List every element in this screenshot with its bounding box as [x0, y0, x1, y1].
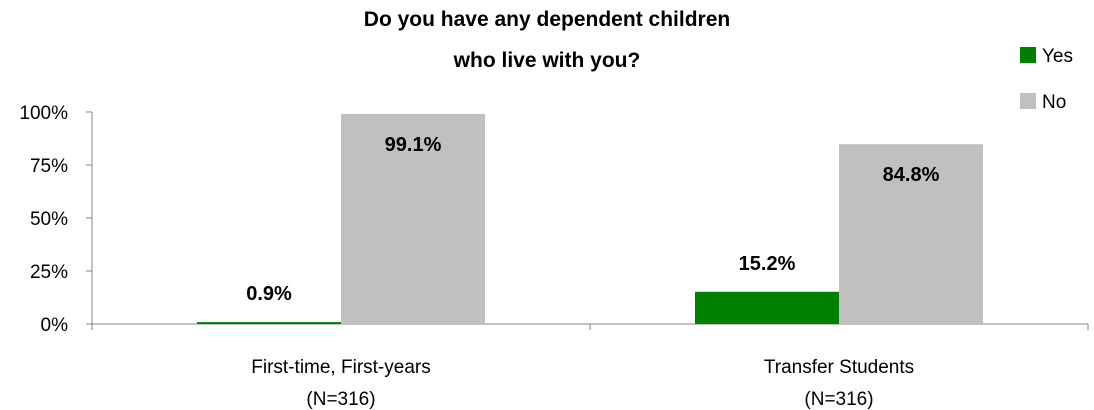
category-sublabel: (N=316) [804, 389, 873, 410]
bar-yes [197, 322, 341, 324]
category-label: Transfer Students [764, 357, 914, 378]
data-label: 84.8% [883, 164, 940, 186]
bar-no [839, 144, 983, 324]
y-tick-label: 75% [30, 156, 68, 177]
data-label: 15.2% [739, 253, 796, 275]
legend-label-yes: Yes [1042, 46, 1073, 67]
y-axis: 0% 25% 50% 75% 100% [19, 103, 93, 336]
bar-no [341, 113, 485, 325]
y-tick-label: 25% [30, 262, 68, 283]
chart-title-line-1: Do you have any dependent children [364, 8, 730, 31]
data-label: 99.1% [385, 134, 442, 156]
y-tick-label: 50% [30, 209, 68, 230]
y-tick-label: 0% [41, 315, 69, 336]
category-sublabel: (N=316) [306, 389, 375, 410]
legend: Yes No [1020, 46, 1073, 113]
category-label: First-time, First-years [251, 357, 430, 378]
data-labels-group: 0.9% 15.2% 99.1% 84.8% [246, 134, 939, 305]
chart-title-line-2: who live with you? [453, 49, 641, 72]
bars-group [197, 113, 983, 325]
legend-label-no: No [1042, 92, 1066, 113]
y-tick-label: 100% [19, 103, 68, 124]
x-axis: First-time, First-years (N=316) Transfer S… [91, 323, 1089, 410]
bar-yes [695, 291, 839, 324]
legend-swatch-yes [1020, 47, 1036, 63]
legend-swatch-no [1020, 93, 1036, 109]
data-label: 0.9% [246, 283, 292, 305]
